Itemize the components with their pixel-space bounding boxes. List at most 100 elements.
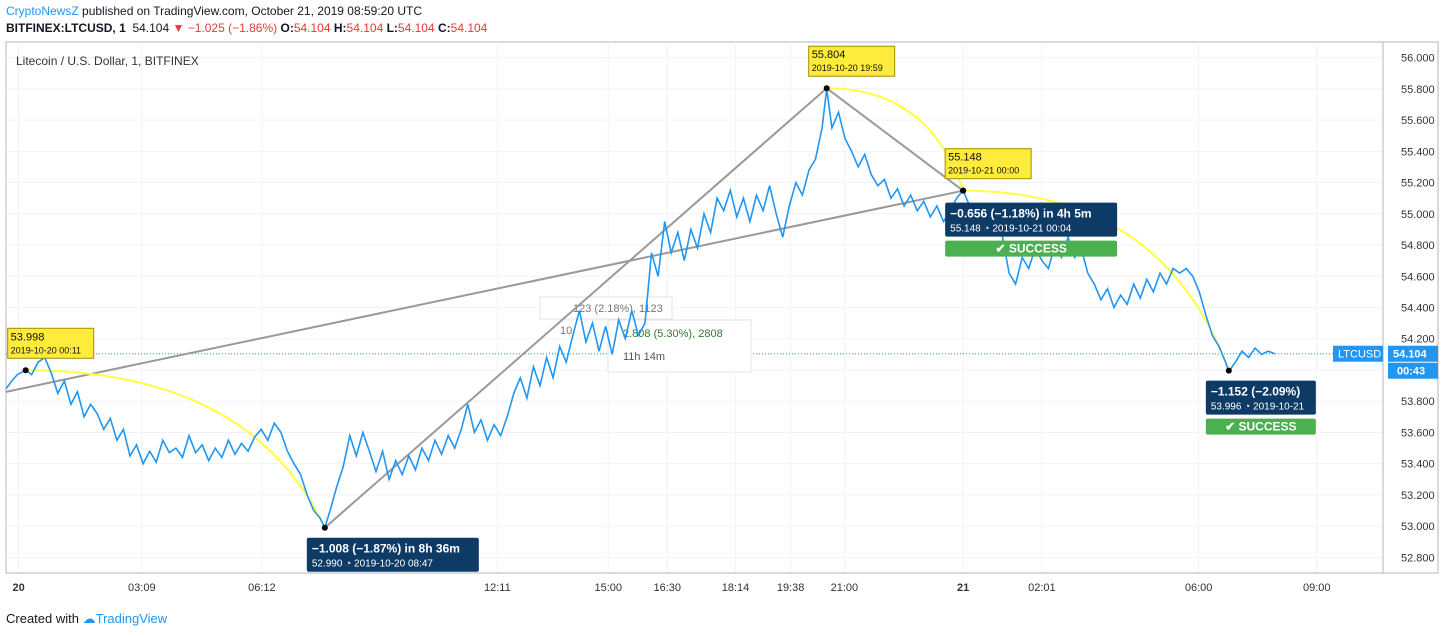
callout-box — [306, 537, 479, 572]
open-label: O: — [280, 21, 294, 35]
x-tick-label: 15:00 — [594, 582, 622, 594]
open-value: 54.104 — [293, 21, 331, 35]
published-text: published on TradingView.com, October 21… — [78, 4, 423, 18]
callout-sub: 52.990 ◔ 2019-10-20 08:47 — [312, 559, 434, 570]
x-tick-label: 06:12 — [248, 582, 276, 594]
created-with-text: Created with — [6, 611, 79, 626]
callout-sub: 55.148 ◔ 2019-10-21 00:04 — [950, 224, 1072, 235]
x-tick-label: 21:00 — [831, 582, 859, 594]
tradingview-logo-icon: ☁ — [82, 611, 96, 626]
price-label: 55.804 2019-10-20 19:59 — [808, 45, 896, 77]
y-tick-label: 53.200 — [1401, 490, 1435, 502]
pivot-dot — [321, 524, 328, 531]
callout-main: −0.656 (−1.18%) in 4h 5m — [950, 207, 1091, 221]
callout-main: −1.008 (−1.87%) in 8h 36m — [312, 542, 460, 556]
y-tick-label: 53.800 — [1401, 396, 1435, 408]
callout-box — [945, 202, 1118, 237]
publisher-link[interactable]: CryptoNewsZ — [6, 4, 79, 18]
pivot-dot — [22, 367, 29, 374]
close-value: 54.104 — [450, 21, 488, 35]
y-tick-label: 55.800 — [1401, 84, 1435, 96]
countdown-tag — [1388, 362, 1438, 379]
x-tick-label: 12:11 — [484, 582, 511, 594]
price-label-value: 55.804 — [812, 49, 846, 61]
pivot-dot — [823, 85, 830, 92]
price-label-time: 2019-10-21 00:00 — [948, 166, 1019, 176]
measure-callout: −1.152 (−2.09%) 53.996 ◔ 2019-10-21 ✔ SUCC… — [1205, 380, 1316, 435]
price-label-value: 55.148 — [948, 152, 982, 164]
y-tick-label: 54.600 — [1401, 271, 1435, 283]
x-tick-label: 02:01 — [1028, 582, 1056, 594]
callout-sub: 53.996 ◔ 2019-10-21 — [1211, 402, 1305, 413]
y-tick-label: 54.200 — [1401, 334, 1435, 346]
series-tag-text: LTCUSD — [1338, 349, 1381, 361]
y-tick-label: 53.600 — [1401, 427, 1435, 439]
y-tick-label: 55.000 — [1401, 209, 1435, 221]
measure-callout: −1.008 (−1.87%) in 8h 36m 52.990 ◔ 2019-1… — [306, 537, 479, 572]
low-label: L: — [386, 21, 398, 35]
x-tick-label: 03:09 — [128, 582, 156, 594]
price-label: 53.998 2019-10-20 00:11 — [7, 327, 95, 359]
low-value: 54.104 — [397, 21, 435, 35]
price-label-time: 2019-10-20 00:11 — [11, 345, 81, 355]
y-tick-label: 53.000 — [1401, 521, 1435, 533]
y-tick-label: 54.400 — [1401, 303, 1435, 315]
measure-callout: −0.656 (−1.18%) in 4h 5m 55.148 ◔ 2019-10… — [945, 202, 1118, 257]
y-tick-label: 55.600 — [1401, 115, 1435, 127]
x-tick-label: 19:38 — [777, 582, 805, 594]
ohlc-values: O:54.104 H:54.104 L:54.104 C:54.104 — [280, 21, 487, 35]
series-tag-box — [1333, 345, 1383, 362]
symbol-line: BITFINEX:LTCUSD, 1 54.104 ▼ −1.025 (−1.8… — [6, 21, 487, 35]
callout-main: −1.152 (−2.09%) — [1211, 385, 1300, 399]
symbol-name: BITFINEX:LTCUSD, 1 — [6, 21, 126, 35]
last-price: 54.104 — [132, 21, 170, 35]
last-price-tag — [1388, 345, 1438, 362]
price-label-time: 2019-10-20 19:59 — [812, 63, 883, 73]
y-tick-label: 56.000 — [1401, 53, 1435, 65]
success-badge — [1205, 418, 1316, 435]
price-label: 55.148 2019-10-21 00:00 — [944, 148, 1032, 180]
chart-title: Litecoin / U.S. Dollar, 1, BITFINEX — [16, 54, 199, 68]
down-arrow-icon: ▼ — [172, 21, 185, 35]
success-badge — [945, 240, 1118, 257]
ruler-box-2 — [607, 319, 752, 373]
arc-curve — [25, 369, 326, 529]
y-tick-label: 55.400 — [1401, 146, 1435, 158]
trend-line — [5, 189, 964, 393]
y-tick-label: 54.800 — [1401, 240, 1435, 252]
footer: Created with ☁TradingView — [6, 611, 167, 627]
ruler-text-3: 2.808 (5.30%), 2808 — [623, 328, 723, 340]
close-label: C: — [437, 21, 451, 35]
x-tick-label: 21 — [957, 582, 969, 594]
price-label-box — [7, 327, 95, 359]
ruler-text-2: 10 — [560, 325, 572, 337]
y-tick-label: 53.400 — [1401, 459, 1435, 471]
ruler-text-1: 123 (2.18%), 1123 — [573, 303, 663, 315]
ruler-text-4: 11h 14m — [623, 351, 665, 363]
success-text: ✔ SUCCESS — [1225, 420, 1296, 434]
success-text: ✔ SUCCESS — [995, 242, 1066, 256]
price-change: −1.025 (−1.86%) — [187, 21, 278, 35]
price-label-box — [808, 45, 896, 77]
trend-line — [826, 87, 964, 192]
y-tick-label: 52.800 — [1401, 552, 1435, 564]
price-label-value: 53.998 — [11, 331, 45, 343]
last-price-tag-text: 54.104 — [1393, 349, 1428, 361]
ruler-box-1 — [539, 296, 673, 320]
x-tick-label: 09:00 — [1303, 582, 1331, 594]
high-label: H: — [333, 21, 347, 35]
y-tick-label: 55.200 — [1401, 178, 1435, 190]
x-tick-label: 18:14 — [722, 582, 750, 594]
callout-box — [1205, 380, 1316, 415]
x-tick-label: 06:00 — [1185, 582, 1213, 594]
high-value: 54.104 — [346, 21, 384, 35]
x-tick-label: 20 — [13, 582, 25, 594]
publish-line: CryptoNewsZ published on TradingView.com… — [6, 4, 422, 18]
price-label-box — [944, 148, 1032, 180]
tradingview-brand[interactable]: TradingView — [95, 611, 168, 626]
x-tick-label: 16:30 — [654, 582, 682, 594]
pivot-dot — [1225, 367, 1232, 374]
countdown-tag-text: 00:43 — [1397, 366, 1425, 378]
pivot-dot — [960, 187, 967, 194]
